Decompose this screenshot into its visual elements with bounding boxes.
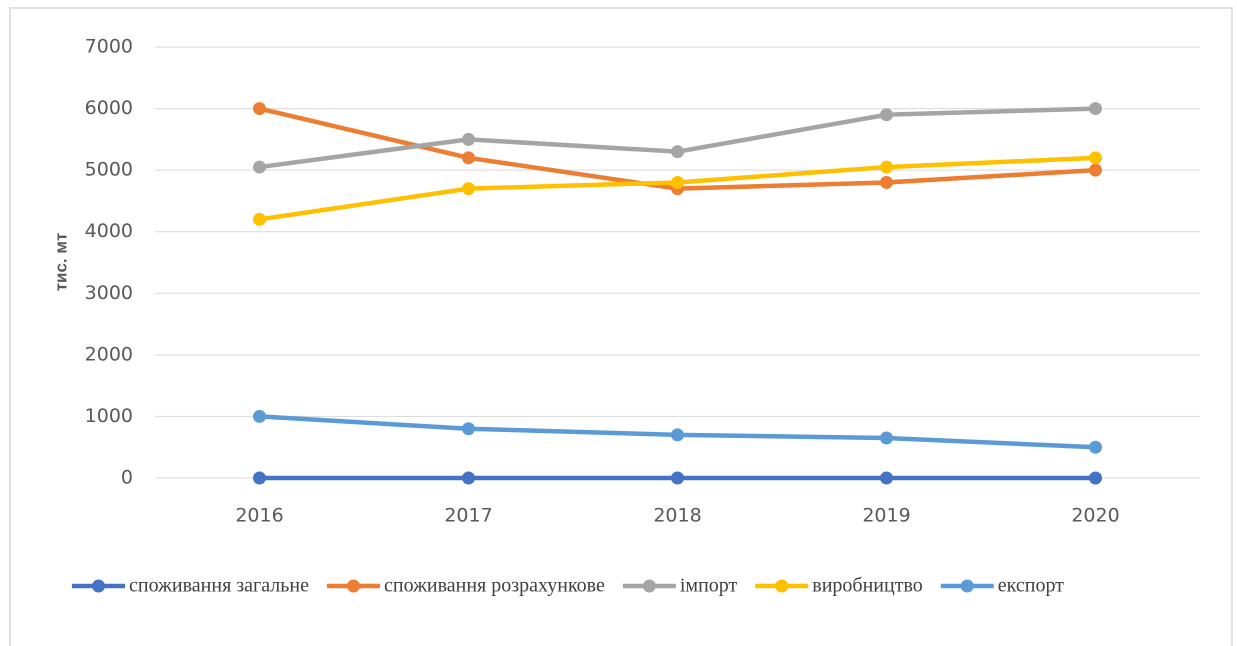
data-point xyxy=(671,428,684,442)
data-point xyxy=(1089,471,1102,485)
y-tick-label: 6000 xyxy=(85,97,133,119)
data-point xyxy=(1089,440,1102,454)
legend-marker xyxy=(346,579,360,593)
legend-marker xyxy=(92,579,105,593)
data-point xyxy=(462,471,475,485)
data-point xyxy=(1089,102,1102,116)
data-point xyxy=(253,471,266,485)
data-point xyxy=(462,151,475,165)
x-tick-label: 2018 xyxy=(653,505,701,527)
data-point xyxy=(253,409,266,423)
data-point xyxy=(1089,151,1102,165)
data-point xyxy=(880,108,893,122)
data-point xyxy=(462,182,475,196)
legend-marker xyxy=(642,579,656,593)
data-point xyxy=(880,175,893,189)
legend-marker xyxy=(775,579,789,593)
x-tick-label: 2016 xyxy=(235,505,283,527)
data-point xyxy=(253,102,266,116)
y-tick-label: 3000 xyxy=(85,282,133,304)
chart-frame xyxy=(9,7,1233,646)
y-tick-label: 1000 xyxy=(85,405,133,427)
y-axis-label: тис. мт xyxy=(51,233,70,292)
data-point xyxy=(462,422,475,436)
legend-marker xyxy=(960,579,974,593)
data-point xyxy=(462,132,475,146)
data-point xyxy=(1089,163,1102,177)
data-point xyxy=(671,145,684,159)
y-tick-label: 5000 xyxy=(85,159,133,181)
y-tick-label: 0 xyxy=(121,467,133,489)
legend-label: споживання розрахункове xyxy=(384,575,605,597)
data-point xyxy=(253,160,266,174)
y-tick-label: 4000 xyxy=(85,220,133,242)
y-tick-label: 2000 xyxy=(85,343,133,365)
x-tick-label: 2017 xyxy=(444,505,492,527)
x-tick-label: 2019 xyxy=(862,505,910,527)
x-tick-label: 2020 xyxy=(1071,505,1119,527)
data-point xyxy=(880,471,893,485)
legend-label: експорт xyxy=(998,575,1064,597)
data-point xyxy=(880,431,893,445)
data-point xyxy=(880,160,893,174)
data-point xyxy=(671,471,684,485)
legend-label: імпорт xyxy=(680,575,738,597)
legend-label: виробництво xyxy=(812,575,922,597)
data-point xyxy=(671,175,684,189)
legend-label: споживання загальне xyxy=(129,575,309,597)
data-point xyxy=(253,212,266,226)
y-tick-label: 7000 xyxy=(85,36,133,58)
